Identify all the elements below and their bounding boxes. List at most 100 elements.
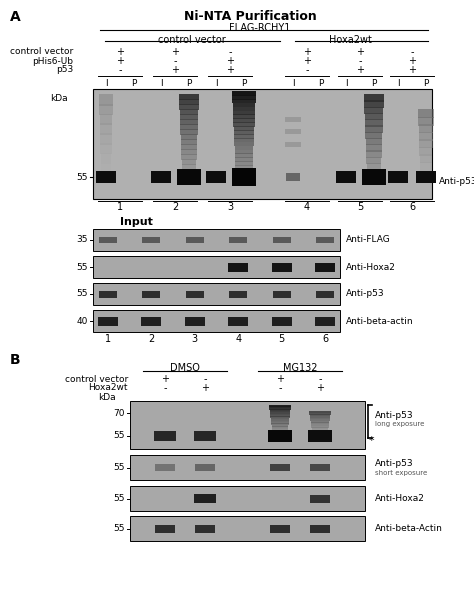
Bar: [232, 99, 255, 103]
Text: 1: 1: [117, 202, 123, 212]
Text: +: +: [116, 56, 124, 66]
Text: P: P: [241, 79, 246, 87]
Text: 3: 3: [227, 202, 233, 212]
Text: 55: 55: [113, 494, 125, 503]
Bar: [228, 262, 248, 271]
Bar: [272, 429, 288, 431]
Bar: [311, 426, 328, 428]
Bar: [99, 104, 113, 115]
Bar: [233, 106, 255, 111]
Text: Input: Input: [120, 217, 153, 227]
Bar: [182, 164, 196, 170]
Text: Anti-p53: Anti-p53: [346, 290, 384, 298]
Bar: [233, 122, 255, 127]
Bar: [420, 154, 432, 163]
Text: MG132: MG132: [283, 363, 317, 373]
Text: -: -: [305, 65, 309, 75]
Text: Anti-p53: Anti-p53: [439, 177, 474, 187]
Text: +: +: [303, 56, 311, 66]
Text: I: I: [292, 79, 294, 87]
Text: +: +: [276, 374, 284, 384]
Bar: [310, 495, 330, 502]
Text: -: -: [410, 47, 414, 57]
Bar: [194, 494, 216, 503]
Text: Anti-p53: Anti-p53: [375, 459, 414, 468]
Bar: [235, 154, 253, 158]
Bar: [366, 138, 382, 145]
Bar: [309, 413, 331, 414]
Bar: [316, 237, 334, 243]
Bar: [365, 106, 383, 114]
Bar: [270, 414, 290, 415]
Bar: [316, 291, 334, 297]
Bar: [100, 113, 112, 125]
Bar: [151, 171, 171, 183]
Text: P: P: [319, 79, 324, 87]
Bar: [100, 124, 112, 135]
Text: Anti-Hoxa2: Anti-Hoxa2: [346, 262, 396, 271]
Bar: [235, 150, 253, 154]
Text: long exposure: long exposure: [375, 421, 424, 427]
Bar: [235, 145, 254, 150]
Text: 40: 40: [77, 317, 88, 326]
Bar: [179, 104, 199, 110]
Bar: [194, 431, 216, 440]
Bar: [130, 486, 365, 511]
Text: +: +: [303, 47, 311, 57]
Bar: [271, 419, 289, 421]
Bar: [96, 171, 116, 183]
Bar: [365, 113, 383, 120]
Bar: [99, 237, 117, 243]
Text: +: +: [116, 47, 124, 57]
Bar: [310, 416, 330, 418]
Bar: [235, 161, 253, 166]
Bar: [98, 317, 118, 326]
Text: 55: 55: [113, 463, 125, 472]
Bar: [195, 464, 215, 471]
Bar: [312, 429, 328, 431]
Bar: [182, 159, 196, 165]
Text: 55: 55: [113, 431, 125, 440]
Bar: [310, 421, 329, 423]
Text: -: -: [173, 56, 177, 66]
Bar: [311, 423, 329, 424]
Bar: [367, 163, 381, 170]
Bar: [93, 89, 432, 199]
Bar: [270, 524, 290, 532]
Bar: [270, 411, 290, 413]
Bar: [285, 141, 301, 147]
Bar: [234, 134, 254, 138]
Bar: [271, 417, 290, 418]
Bar: [228, 317, 248, 326]
Text: 4: 4: [304, 202, 310, 212]
Text: 1: 1: [105, 334, 111, 344]
Bar: [234, 126, 255, 131]
Bar: [99, 94, 113, 106]
Bar: [388, 171, 408, 183]
Bar: [285, 128, 301, 134]
Text: I: I: [160, 79, 162, 87]
Bar: [365, 119, 383, 126]
Text: +: +: [356, 47, 364, 57]
Bar: [229, 237, 247, 243]
Bar: [181, 149, 197, 155]
Text: +: +: [201, 383, 209, 393]
Text: control vector: control vector: [158, 35, 226, 45]
Bar: [232, 91, 256, 96]
Bar: [366, 144, 382, 151]
Bar: [311, 424, 329, 426]
Text: +: +: [226, 65, 234, 75]
Bar: [272, 425, 289, 427]
Bar: [286, 173, 300, 181]
Bar: [365, 132, 383, 139]
Bar: [181, 139, 197, 145]
Text: P: P: [186, 79, 191, 87]
Text: kDa: kDa: [99, 392, 116, 401]
Bar: [155, 464, 175, 471]
Bar: [141, 317, 162, 326]
Bar: [366, 157, 382, 164]
Bar: [310, 464, 330, 471]
Bar: [142, 237, 160, 243]
Bar: [154, 431, 176, 440]
Bar: [269, 408, 291, 410]
